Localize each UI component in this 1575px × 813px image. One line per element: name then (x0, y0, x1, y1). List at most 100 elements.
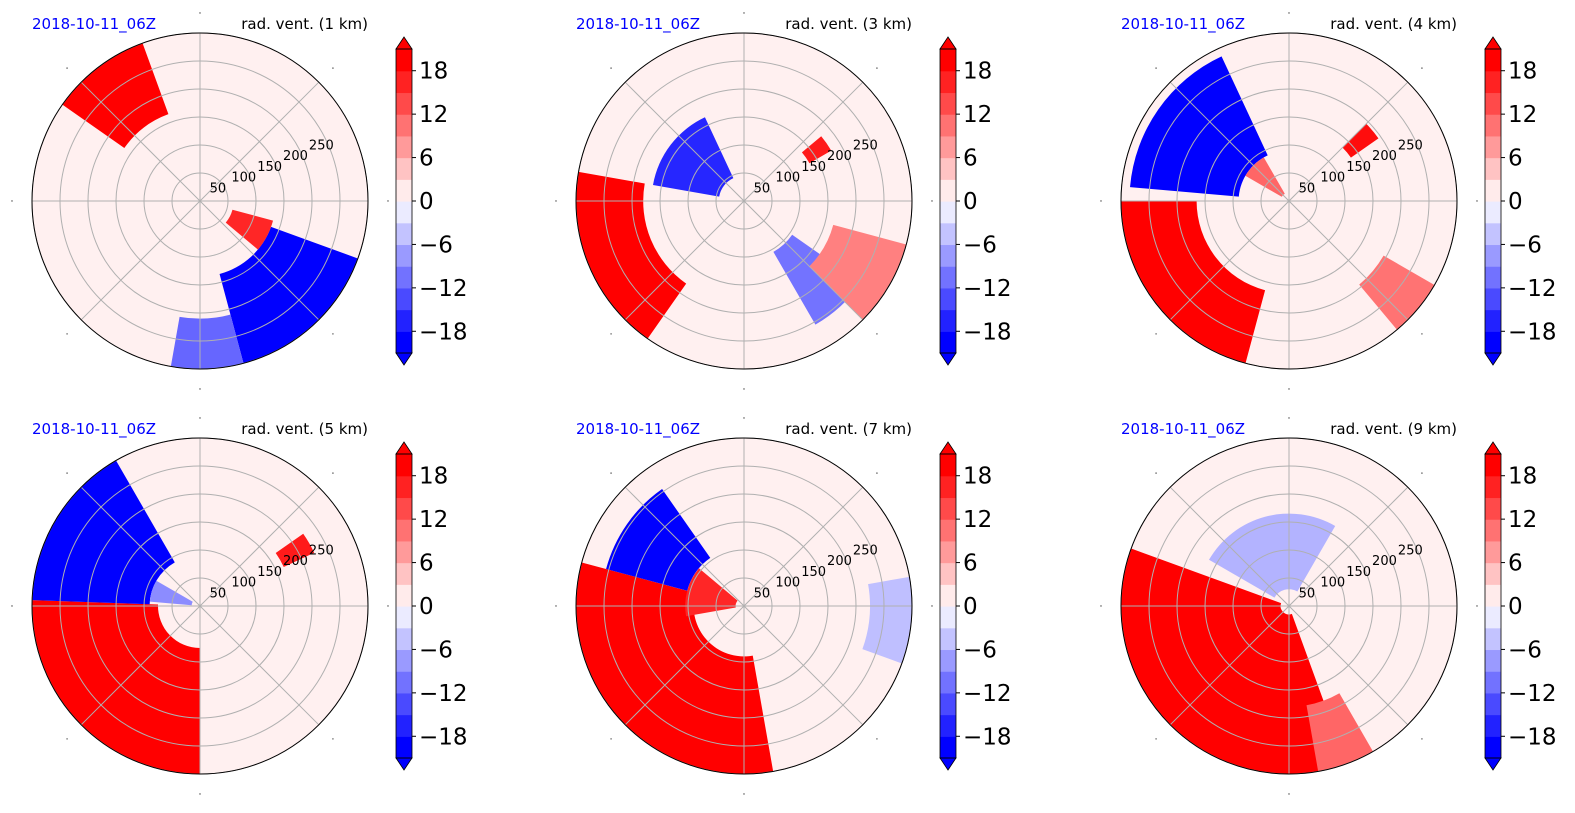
colorbar-extend-max (395, 36, 413, 50)
angle-tick-dot (66, 472, 68, 474)
colorbar-level (940, 454, 956, 477)
colorbar-level (940, 157, 956, 180)
colorbar-level (396, 309, 412, 332)
angle-tick-dot (332, 472, 334, 474)
colorbar-extend-min (395, 757, 413, 771)
angle-tick-dot (555, 605, 557, 607)
negative-region (1208, 513, 1336, 598)
colorbar-level (1485, 475, 1501, 499)
colorbar-tick-label: −18 (419, 724, 468, 750)
colorbar-level (396, 114, 412, 137)
angle-tick-dot (66, 67, 68, 69)
colorbar-level (1485, 692, 1501, 716)
angle-tick-dot (387, 605, 389, 607)
colorbar-extend-min (1484, 352, 1502, 366)
colorbar: 18 12 6 0 −6 −12 −18 (395, 441, 468, 771)
colorbar-level (1485, 49, 1501, 72)
colorbar-level (1485, 540, 1501, 564)
colorbar-tick-label: −12 (1508, 681, 1557, 707)
negative-region (149, 580, 193, 606)
colorbar-tick-label: 18 (1508, 464, 1537, 490)
angle-tick-dot (11, 605, 13, 607)
angle-tick-dot (931, 605, 933, 607)
angle-tick-dot (743, 12, 745, 14)
polar-grid (31, 437, 369, 775)
colorbar-level (1485, 497, 1501, 520)
colorbar-level (940, 70, 956, 94)
radial-tick-label: 250 (1398, 543, 1423, 558)
colorbar-tick-label: −18 (963, 319, 1012, 345)
colorbar-level (1485, 266, 1501, 289)
colorbar-level (1485, 135, 1501, 159)
positive-region (801, 136, 832, 164)
grid-spoke (1169, 81, 1409, 321)
radial-tick-label: 200 (1372, 554, 1397, 569)
radial-tick-label: 100 (1320, 171, 1345, 186)
colorbar-level (940, 627, 956, 651)
colorbar-tick-label: 18 (419, 59, 448, 85)
angle-tick-dot (1476, 605, 1478, 607)
negative-region (862, 576, 912, 664)
colorbar-tick-label: 0 (1508, 189, 1523, 215)
polar-grid (31, 32, 369, 370)
colorbar-tick-label: −18 (1508, 319, 1557, 345)
colorbar-tick-label: 0 (963, 594, 978, 620)
colorbar-level (940, 649, 956, 672)
polar-frame (31, 437, 369, 775)
grid-spoke (80, 81, 320, 321)
colorbar-level (396, 736, 412, 759)
radial-tick-label: 200 (827, 149, 852, 164)
polar-frame (575, 437, 913, 775)
colorbar-level (396, 497, 412, 520)
colorbar-tick-label: −6 (963, 232, 997, 258)
polar-grid (1120, 32, 1458, 370)
radial-tick-label: 250 (309, 138, 334, 153)
radial-tick-label: 200 (827, 554, 852, 569)
panel-date: 2018-10-11_06Z (32, 420, 156, 439)
colorbar-level (396, 266, 412, 289)
colorbar-tick-label: 0 (419, 189, 434, 215)
radial-tick-label: 50 (1299, 181, 1316, 196)
panel-title: rad. vent. (3 km) (785, 15, 912, 33)
colorbar-level (940, 179, 956, 202)
positive-region (275, 533, 315, 567)
colorbar: 18 12 6 0 −6 −12 −18 (1484, 36, 1557, 366)
colorbar-level (940, 201, 956, 224)
colorbar-level (396, 540, 412, 564)
colorbar-level (940, 309, 956, 332)
field-layer (576, 489, 912, 774)
colorbar-level (1485, 736, 1501, 759)
colorbar-level (1485, 114, 1501, 137)
colorbar-level (940, 562, 956, 585)
colorbar-level (1485, 562, 1501, 585)
colorbar-tick-label: 12 (1508, 102, 1537, 128)
panel-title: rad. vent. (4 km) (1330, 15, 1457, 33)
angle-tick-dot (387, 200, 389, 202)
polar-grid (575, 437, 913, 775)
colorbar-level (940, 540, 956, 564)
angle-tick-dot (876, 333, 878, 335)
angle-tick-dot (743, 793, 745, 795)
angle-tick-dot (1155, 738, 1157, 740)
angle-tick-dot (1476, 200, 1478, 202)
colorbar-tick-label: −6 (419, 637, 453, 663)
colorbar-level (940, 714, 956, 737)
grid-spoke (80, 486, 320, 726)
colorbar-level (396, 179, 412, 202)
polar-frame (1120, 437, 1458, 775)
negative-region (1130, 56, 1268, 197)
colorbar-level (396, 584, 412, 607)
angle-tick-dot (931, 200, 933, 202)
radial-tick-label: 100 (775, 576, 800, 591)
angle-tick-dot (1288, 793, 1290, 795)
field-layer (576, 117, 907, 339)
panel-date: 2018-10-11_06Z (1121, 15, 1245, 34)
colorbar-extend-min (939, 352, 957, 366)
field-layer (62, 43, 358, 369)
radial-tick-label: 100 (231, 576, 256, 591)
colorbar-tick-label: −18 (963, 724, 1012, 750)
colorbar-level (396, 70, 412, 94)
colorbar-level (940, 92, 956, 115)
